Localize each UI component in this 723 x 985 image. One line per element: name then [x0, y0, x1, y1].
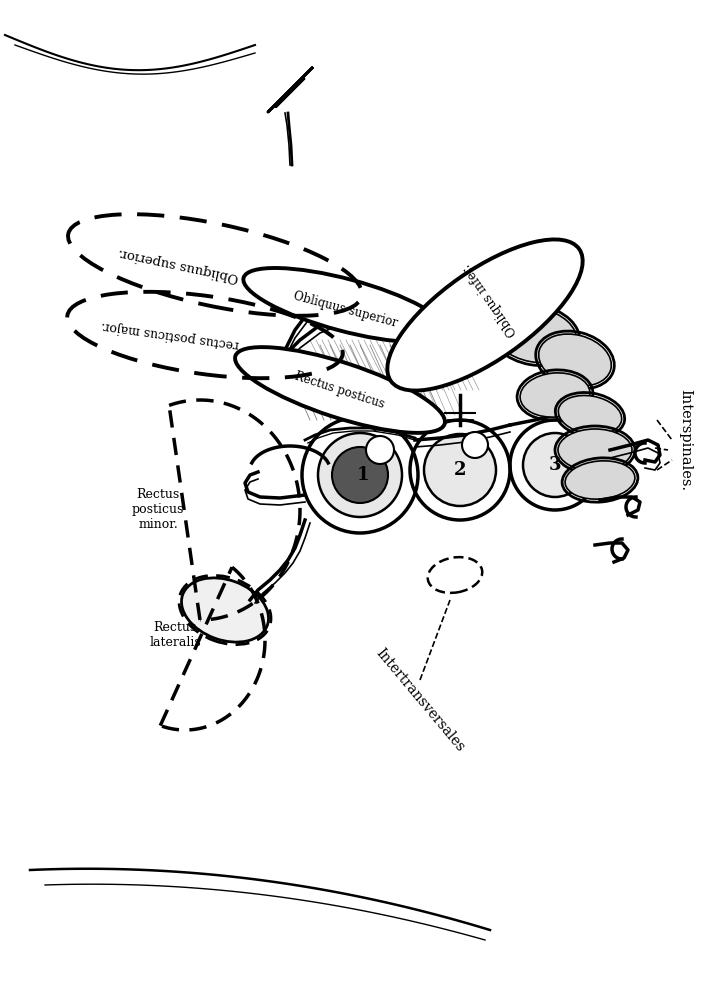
Ellipse shape	[181, 578, 268, 642]
Circle shape	[424, 434, 496, 506]
Text: 2: 2	[454, 461, 466, 479]
Text: rectus posticus major.: rectus posticus major.	[100, 319, 240, 351]
Circle shape	[366, 436, 394, 464]
Circle shape	[332, 447, 388, 503]
Text: Obliquus superior.: Obliquus superior.	[116, 246, 239, 284]
Ellipse shape	[235, 347, 445, 432]
Text: Obliqus infer.: Obliqus infer.	[460, 261, 520, 339]
Circle shape	[462, 432, 488, 458]
Ellipse shape	[539, 334, 612, 386]
Polygon shape	[310, 370, 400, 405]
Text: Intertransversales: Intertransversales	[373, 646, 467, 755]
Ellipse shape	[558, 396, 622, 434]
Ellipse shape	[388, 239, 583, 391]
Text: Interspinales.: Interspinales.	[678, 389, 692, 492]
Ellipse shape	[244, 268, 447, 342]
Circle shape	[523, 433, 587, 497]
Ellipse shape	[558, 429, 632, 471]
Ellipse shape	[565, 461, 635, 499]
Text: Rectus posticus: Rectus posticus	[294, 369, 387, 411]
Ellipse shape	[520, 373, 590, 417]
Text: Rectus
lateralis: Rectus lateralis	[149, 621, 201, 649]
Text: 3: 3	[549, 456, 561, 474]
Text: Rectus
posticus
minor.: Rectus posticus minor.	[132, 489, 184, 532]
Text: Obliquus superior: Obliquus superior	[291, 290, 398, 330]
Circle shape	[318, 433, 402, 517]
Ellipse shape	[493, 307, 577, 362]
Text: 1: 1	[356, 466, 369, 484]
